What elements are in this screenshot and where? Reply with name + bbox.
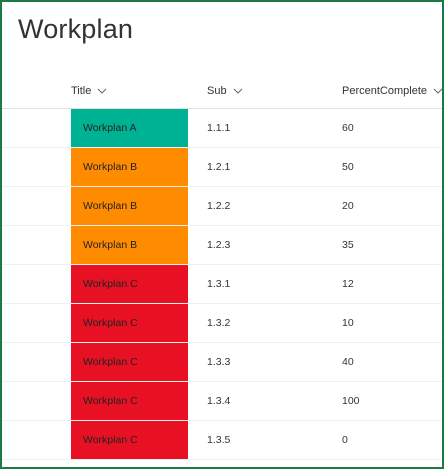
chevron-down-icon xyxy=(433,88,442,94)
table-row[interactable]: Workplan A 1.1.1 60 xyxy=(2,109,442,148)
table-row[interactable]: Workplan C 1.3.1 12 xyxy=(2,265,442,304)
percent-complete-cell: 100 xyxy=(342,395,360,407)
table-row[interactable]: Workplan C 1.3.2 10 xyxy=(2,304,442,343)
percent-complete-cell: 12 xyxy=(342,278,354,290)
column-header-title[interactable]: Title xyxy=(71,74,107,108)
percent-complete-cell: 10 xyxy=(342,317,354,329)
title-cell[interactable]: Workplan C xyxy=(71,343,188,381)
percent-complete-cell: 0 xyxy=(342,434,348,446)
column-header-label: Sub xyxy=(207,85,227,97)
title-cell[interactable]: Workplan C xyxy=(71,421,188,459)
sub-cell: 1.2.3 xyxy=(207,239,231,251)
percent-complete-cell: 50 xyxy=(342,161,354,173)
chevron-down-icon xyxy=(233,88,242,94)
sub-cell: 1.1.1 xyxy=(207,122,231,134)
sub-cell: 1.3.4 xyxy=(207,395,231,407)
list-body: Workplan A 1.1.1 60 Workplan B 1.2.1 50 Workpl… xyxy=(2,109,442,460)
sub-cell: 1.3.3 xyxy=(207,356,231,368)
sub-cell: 1.2.1 xyxy=(207,161,231,173)
title-cell[interactable]: Workplan C xyxy=(71,382,188,420)
column-header-label: PercentComplete xyxy=(342,85,427,97)
chevron-down-icon xyxy=(98,88,107,94)
title-cell[interactable]: Workplan B xyxy=(71,226,188,264)
title-cell[interactable]: Workplan B xyxy=(71,187,188,225)
percent-complete-cell: 35 xyxy=(342,239,354,251)
percent-complete-cell: 20 xyxy=(342,200,354,212)
table-row[interactable]: Workplan B 1.2.2 20 xyxy=(2,187,442,226)
sub-cell: 1.3.5 xyxy=(207,434,231,446)
title-cell[interactable]: Workplan C xyxy=(71,304,188,342)
sub-cell: 1.2.2 xyxy=(207,200,231,212)
table-row[interactable]: Workplan B 1.2.1 50 xyxy=(2,148,442,187)
table-row[interactable]: Workplan C 1.3.3 40 xyxy=(2,343,442,382)
page-title: Workplan xyxy=(18,14,134,44)
title-cell[interactable]: Workplan C xyxy=(71,265,188,303)
percent-complete-cell: 40 xyxy=(342,356,354,368)
table-row[interactable]: Workplan B 1.2.3 35 xyxy=(2,226,442,265)
sub-cell: 1.3.1 xyxy=(207,278,231,290)
column-header-percentcomplete[interactable]: PercentComplete xyxy=(342,74,442,108)
column-header-label: Title xyxy=(71,85,92,97)
percent-complete-cell: 60 xyxy=(342,122,354,134)
sub-cell: 1.3.2 xyxy=(207,317,231,329)
table-row[interactable]: Workplan C 1.3.5 0 xyxy=(2,421,442,460)
title-cell[interactable]: Workplan A xyxy=(71,109,188,147)
column-header-sub[interactable]: Sub xyxy=(207,74,243,108)
table-row[interactable]: Workplan C 1.3.4 100 xyxy=(2,382,442,421)
title-cell[interactable]: Workplan B xyxy=(71,148,188,186)
column-header-row: Title Sub PercentComplete xyxy=(2,74,442,109)
